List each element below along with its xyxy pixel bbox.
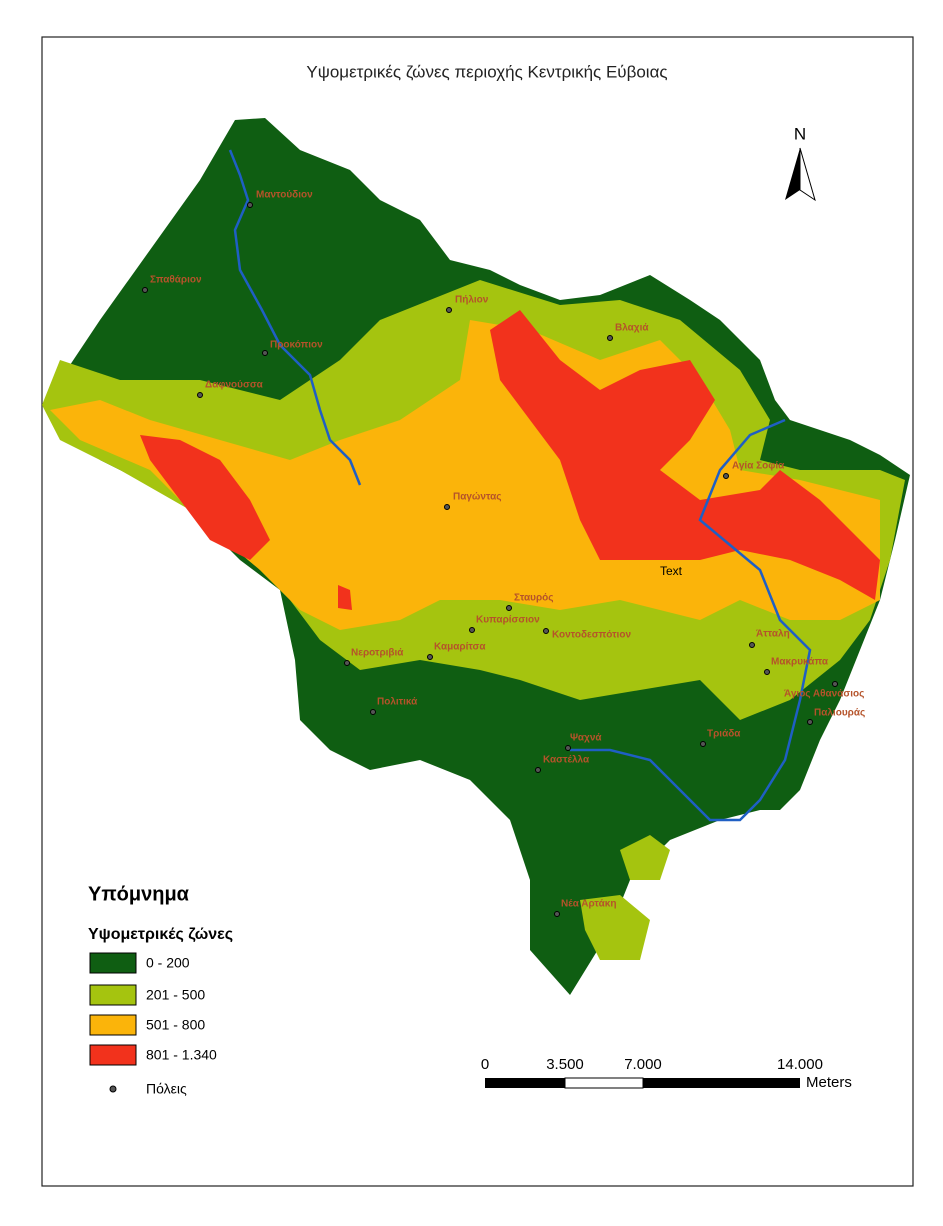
town-label: Βλαχιά [615,323,649,334]
town-label: Μακρυκάπα [771,657,829,668]
legend-point-symbol [109,1085,117,1093]
town-label: Άγιος Αθανάσιος [784,689,864,700]
town-point [427,654,433,660]
town-point [444,504,450,510]
legend-swatch [89,1044,137,1066]
town-point [700,741,706,747]
town-point [807,719,813,725]
town-point [535,767,541,773]
town-label: Κυπαρίσσιον [476,615,540,626]
legend-swatch [89,952,137,974]
north-arrow: N [785,124,816,202]
scale-unit: Meters [806,1074,852,1091]
zone-201-500 [580,895,650,960]
town-point [832,681,838,687]
town-point [749,642,755,648]
river [570,418,812,822]
legend-points-label: Πόλεις [146,1081,187,1097]
scale-label: 3.500 [546,1056,584,1073]
scale-label: 14.000 [777,1056,823,1073]
legend-subtitle: Υψομετρικές ζώνες [88,926,233,943]
town-point [543,628,549,634]
town-label: Προκόπιον [270,340,323,351]
legend-label: 801 - 1.340 [146,1047,217,1063]
town-point [370,709,376,715]
elevation-zones [42,118,910,995]
scale-segment [643,1078,800,1088]
zone-801-1340 [490,310,880,600]
scale-label: 0 [481,1056,489,1073]
north-arrow-left [785,148,800,200]
town-point [723,473,729,479]
town-label: Νέα Αρτάκη [561,899,616,910]
zone-201-500 [620,835,670,880]
town-point [554,911,560,917]
town-label: Αγία Σοφία [732,461,785,472]
towns: Μαντούδιον Σπαθάριον Πήλιον Βλαχιά Προκόπιον… [142,190,865,917]
town-point [446,307,452,313]
legend-label: 501 - 800 [146,1017,205,1033]
river [228,149,362,486]
town-point [764,669,770,675]
town-label: Τριάδα [707,729,741,740]
legend-swatch [89,1014,137,1036]
legend-label: 201 - 500 [146,987,205,1003]
legend-swatch [89,984,137,1006]
town-point [565,745,571,751]
legend-title: Υπόμνημα [88,883,190,905]
scale-segment [564,1077,644,1089]
zone-801-1340 [338,585,352,610]
legend: Υπόμνημα Υψομετρικές ζώνες Πόλεις 0 - 20… [88,883,233,1096]
town-label: Σπαθάριον [150,275,202,286]
legend-label: 0 - 200 [146,955,190,971]
north-arrow-right [799,147,816,202]
town-label: Μαντούδιον [256,190,313,201]
town-label: Καμαρίτσα [434,642,486,653]
map-title: Υψομετρικές ζώνες περιοχής Κεντρικής Εύβ… [306,62,667,81]
scale-label: 7.000 [624,1056,662,1073]
town-point [197,392,203,398]
scale-segment [485,1078,565,1088]
town-label: Σταυρός [514,593,553,604]
town-label: Πολιτικά [377,697,418,708]
town-label: Παγώντας [453,492,501,503]
zone-801-1340 [140,435,270,560]
town-label: Άτταλη [756,629,790,640]
town-label: Κοντοδεσπότιον [552,630,631,641]
town-point [262,350,268,356]
town-point [506,605,512,611]
town-point [607,335,613,341]
town-label: Παλιουράς [814,708,865,719]
scale-bar: Meters 0 3.500 7.000 14.000 [481,1056,852,1091]
town-point [344,660,350,666]
town-point [142,287,148,293]
north-label: N [794,124,806,143]
town-label: Ψαχνά [570,733,602,744]
town-label: Δαφνούσσα [205,380,264,391]
town-label: Νεροτριβιά [351,648,404,659]
annotation: Text [660,564,683,578]
town-point [247,202,253,208]
town-point [469,627,475,633]
town-label: Πήλιον [455,295,489,306]
town-label: Καστέλλα [543,755,590,766]
